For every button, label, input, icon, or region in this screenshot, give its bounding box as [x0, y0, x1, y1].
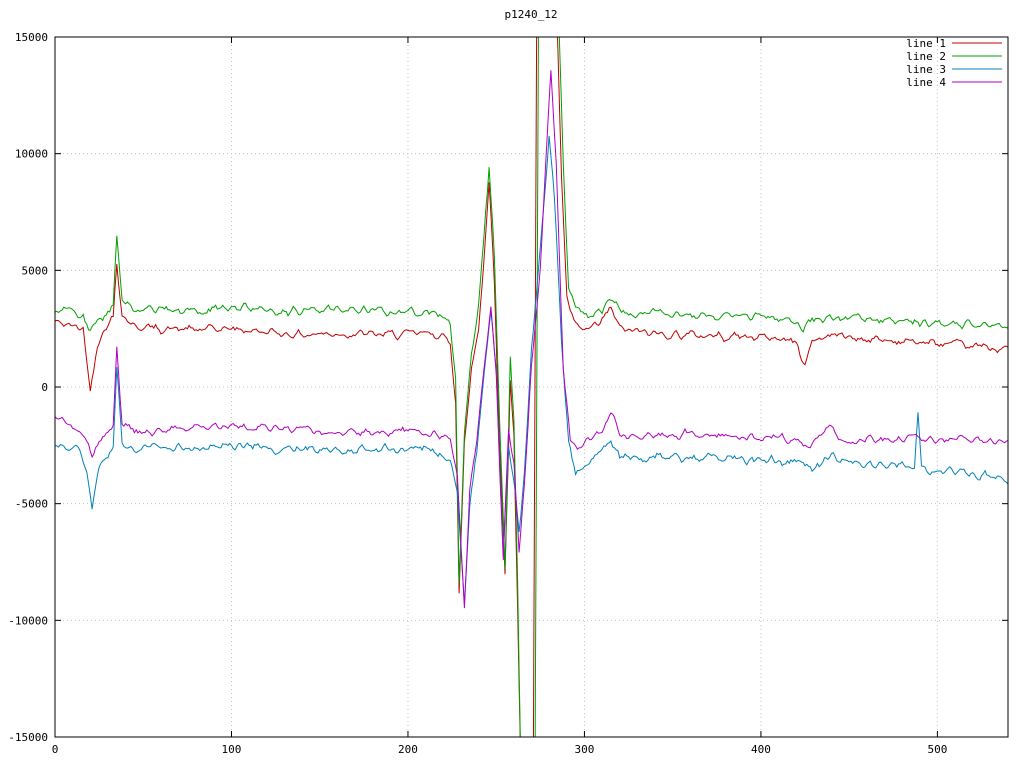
x-tick-label: 100 [222, 743, 242, 756]
y-tick-label: -10000 [8, 614, 48, 627]
chart-title: p1240_12 [505, 8, 558, 21]
y-tick-label: 0 [41, 381, 48, 394]
legend-label: line 2 [906, 50, 946, 63]
series-path-line-1 [55, 37, 1008, 737]
series-path-line-4 [55, 70, 1008, 609]
y-tick-label: 10000 [15, 148, 48, 161]
x-tick-label: 400 [751, 743, 771, 756]
y-tick-label: -15000 [8, 731, 48, 744]
legend-label: line 1 [906, 37, 946, 50]
legend-label: line 3 [906, 63, 946, 76]
y-tick-label: 15000 [15, 31, 48, 44]
y-tick-label: -5000 [15, 498, 48, 511]
x-tick-label: 500 [927, 743, 947, 756]
series-path-line-3 [55, 135, 1008, 604]
series-path-line-2 [55, 37, 1008, 737]
legend-label: line 4 [906, 76, 946, 89]
plot-border [54, 36, 1009, 738]
x-tick-label: 200 [398, 743, 418, 756]
x-tick-label: 300 [575, 743, 595, 756]
y-tick-label: 5000 [22, 264, 49, 277]
x-tick-label: 0 [52, 743, 59, 756]
